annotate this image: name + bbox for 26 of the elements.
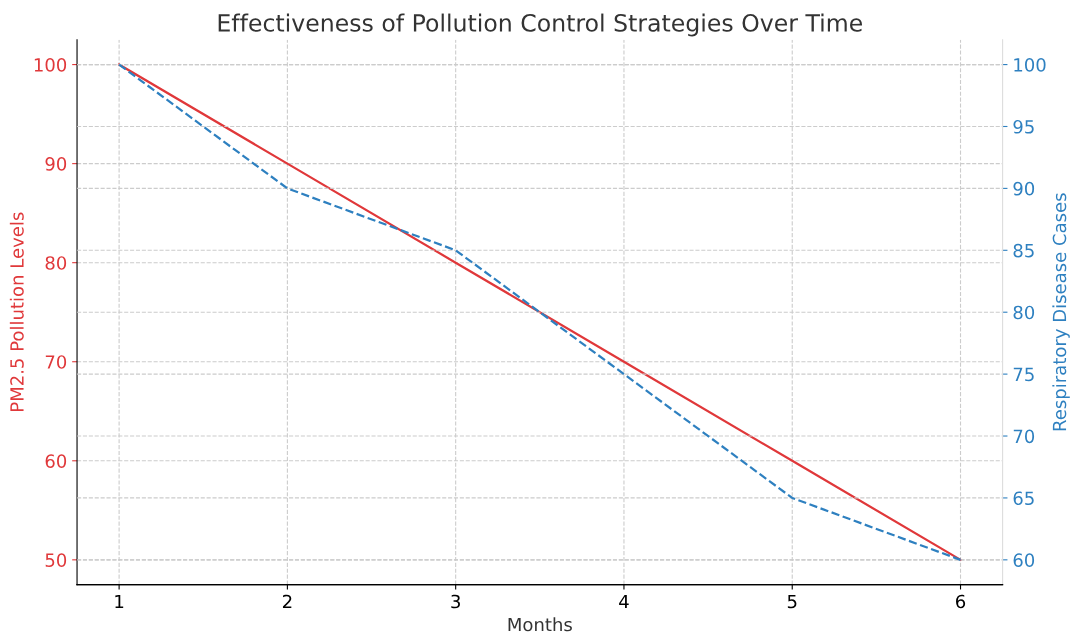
y-tick-label: 50: [45, 553, 67, 567]
y2-tick-label: 75: [1013, 367, 1034, 382]
y2-tick-label: 60: [1013, 553, 1035, 567]
x-tick-label: 2: [282, 594, 292, 609]
y2-tick-label: 95: [1013, 119, 1034, 134]
y-tick-label: 100: [34, 58, 67, 72]
y2-axis-title: Respiratory Disease Cases: [1052, 193, 1070, 431]
y-tick-label: 80: [45, 256, 67, 270]
y2-tick-label: 65: [1013, 491, 1034, 506]
y-axis-title: PM2.5 Pollution Levels: [9, 212, 24, 411]
y2-tick-label: 80: [1013, 305, 1035, 320]
y2-tick-label: 100: [1014, 58, 1046, 72]
chart-title: Effectiveness of Pollution Control Strategies Over Time: [218, 13, 862, 37]
x-axis-title: Months: [508, 617, 572, 632]
line-series: [118, 63, 962, 561]
x-tick-label: 5: [787, 594, 797, 609]
x-tick-label: 3: [451, 594, 460, 609]
x-tick-label: 1: [115, 594, 124, 609]
y-tick-label: 70: [45, 355, 67, 369]
x-tick-label: 6: [956, 594, 966, 609]
y-tick-label: 90: [45, 157, 67, 171]
y2-tick-label: 90: [1013, 181, 1035, 196]
x-tick-label: 4: [619, 594, 629, 609]
y-tick-label: 60: [45, 454, 67, 468]
y2-tick-label: 85: [1013, 243, 1034, 258]
y2-tick-label: 70: [1013, 429, 1035, 444]
